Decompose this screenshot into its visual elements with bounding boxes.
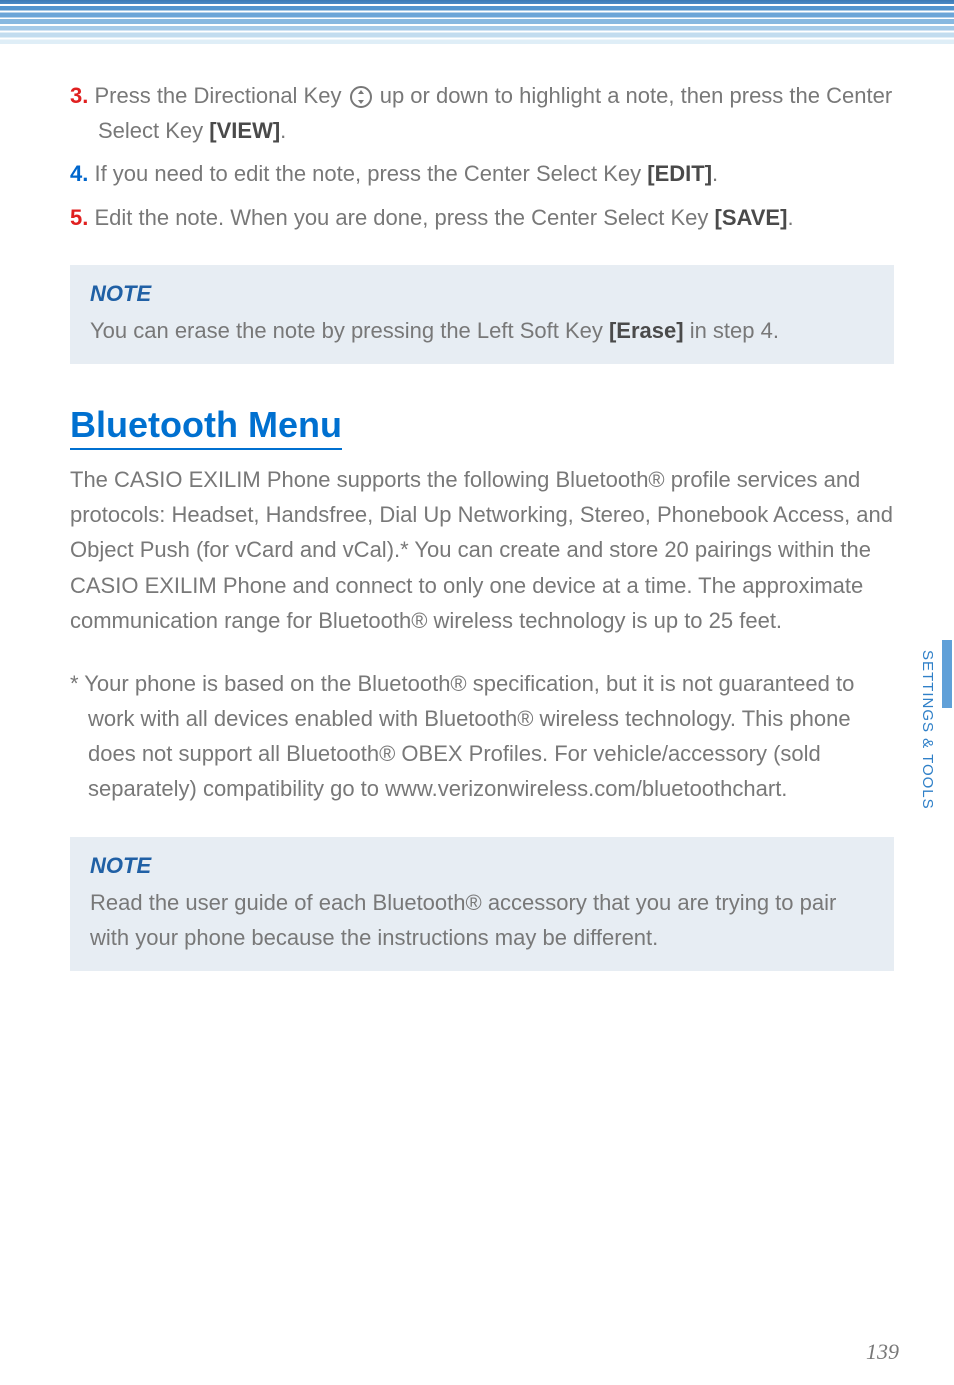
note-box-1: NOTE You can erase the note by pressing … [70,265,894,364]
step-4: 4. If you need to edit the note, press t… [70,156,894,191]
side-tab: SETTINGS & TOOLS [914,650,954,890]
step-end: . [787,205,793,230]
main-content: 3. Press the Directional Key up or down … [0,78,954,971]
side-tab-indicator [942,640,952,708]
step-5: 5. Edit the note. When you are done, pre… [70,200,894,235]
note-text-part: in step 4. [684,318,779,343]
directional-key-icon [350,86,372,108]
section-body: The CASIO EXILIM Phone supports the foll… [70,462,894,638]
top-gradient-banner [0,0,954,48]
step-text: If you need to edit the note, press the … [88,161,647,186]
note-box-2: NOTE Read the user guide of each Bluetoo… [70,837,894,971]
key-label: [SAVE] [715,205,788,230]
step-number: 5. [70,205,88,230]
step-end: . [712,161,718,186]
step-number: 3. [70,83,88,108]
step-text: Edit the note. When you are done, press … [88,205,714,230]
section-heading: Bluetooth Menu [70,404,342,450]
footnote: * Your phone is based on the Bluetooth® … [70,666,894,807]
note-text: Read the user guide of each Bluetooth® a… [90,885,874,955]
note-text: You can erase the note by pressing the L… [90,313,874,348]
note-title: NOTE [90,281,874,307]
step-number: 4. [70,161,88,186]
section-bluetooth: Bluetooth Menu [70,404,894,462]
side-tab-label: SETTINGS & TOOLS [919,650,936,810]
step-text: Press the Directional Key [88,83,347,108]
key-label: [VIEW] [209,118,280,143]
step-end: . [280,118,286,143]
note-text-part: You can erase the note by pressing the L… [90,318,609,343]
step-3: 3. Press the Directional Key up or down … [70,78,894,148]
page-number: 139 [866,1339,899,1365]
note-title: NOTE [90,853,874,879]
key-label: [EDIT] [647,161,712,186]
key-label: [Erase] [609,318,684,343]
